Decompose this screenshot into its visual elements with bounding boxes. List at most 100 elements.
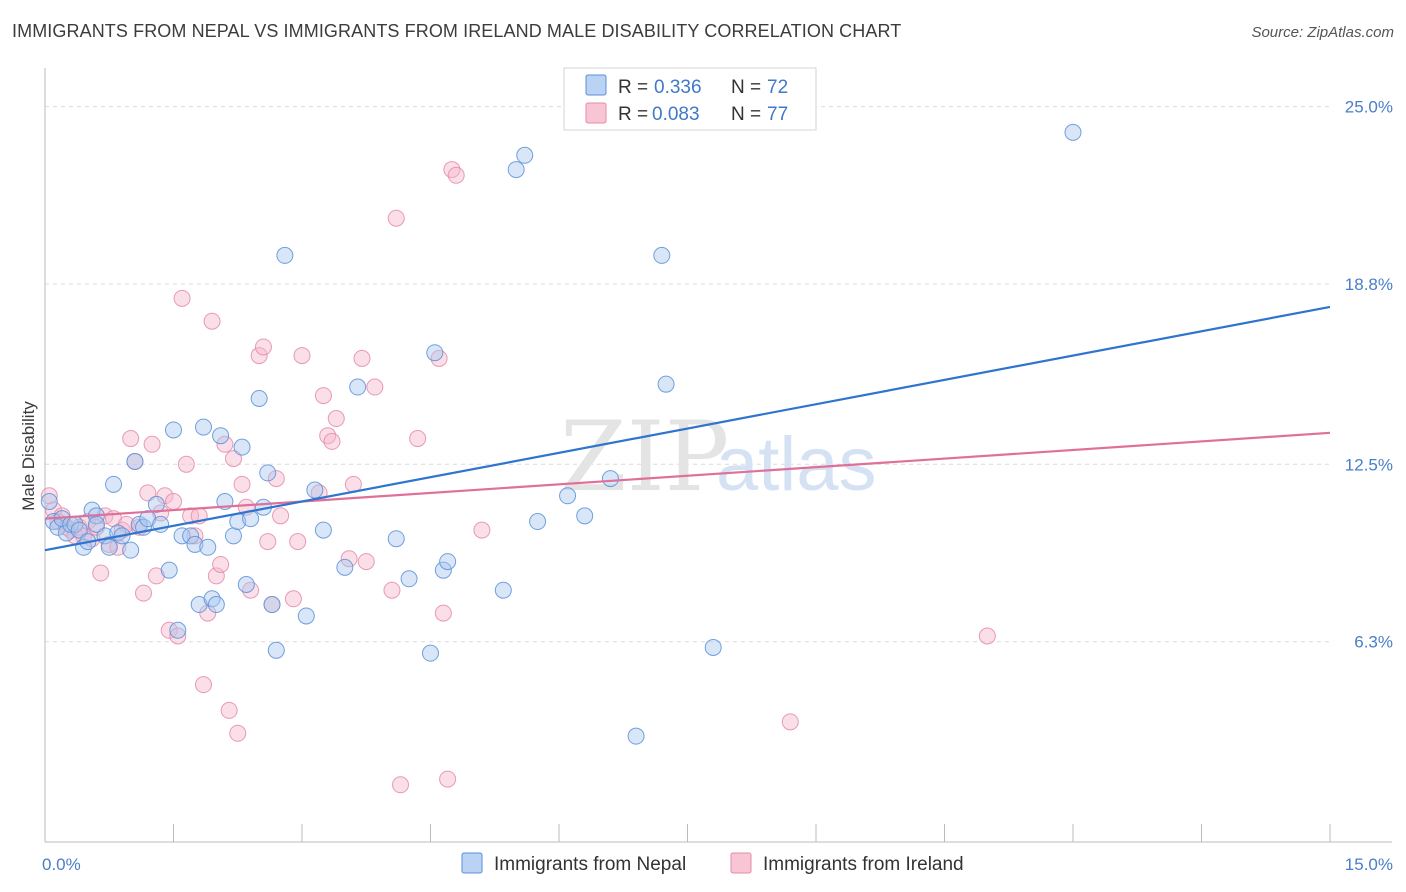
ireland-point-44 xyxy=(229,724,247,742)
nepal-point-0 xyxy=(40,493,58,511)
nepal-point-57 xyxy=(434,561,452,579)
ireland-point-66 xyxy=(366,378,384,396)
nepal-point-53 xyxy=(387,530,405,548)
nepal-point-59 xyxy=(494,581,512,599)
ireland-point-54 xyxy=(284,590,302,608)
nepal-point-27 xyxy=(173,527,191,545)
ireland-trend-line xyxy=(44,431,1331,520)
nepal-point-48 xyxy=(297,607,315,625)
trend-lines xyxy=(44,305,1331,552)
nepal-point-32 xyxy=(199,538,217,556)
ireland-point-30 xyxy=(169,627,187,645)
nepal-point-44 xyxy=(259,464,277,482)
ireland-point-16 xyxy=(109,538,127,556)
nepal-point-26 xyxy=(169,621,187,639)
nepal-point-63 xyxy=(559,487,577,505)
nepal-point-42 xyxy=(250,389,268,407)
nepal-point-28 xyxy=(182,527,200,545)
nepal-point-4 xyxy=(57,524,75,542)
ireland-point-40 xyxy=(212,555,230,573)
nepal-point-68 xyxy=(657,375,675,393)
correlation-legend: R = 0.336 N = 72 R = 0.083 N = 77 xyxy=(563,67,817,131)
y-tick-label-1: 12.5% xyxy=(1345,455,1393,474)
nepal-point-65 xyxy=(601,470,619,488)
legend-swatch-ireland xyxy=(585,102,607,124)
watermark-zip: ZIP xyxy=(560,401,729,513)
ireland-point-43 xyxy=(224,450,242,468)
nepal-point-67 xyxy=(653,246,671,264)
bottom-legend-label-nepal: Immigrants from Nepal xyxy=(494,854,686,875)
nepal-point-70 xyxy=(1064,123,1082,141)
ireland-point-34 xyxy=(186,527,204,545)
legend-r-label-nepal: R = xyxy=(618,77,648,98)
nepal-point-62 xyxy=(529,513,547,531)
nepal-point-24 xyxy=(160,561,178,579)
ireland-point-48 xyxy=(250,347,268,365)
nepal-point-40 xyxy=(237,575,255,593)
ireland-point-53 xyxy=(272,507,290,525)
nepal-point-49 xyxy=(306,481,324,499)
nepal-point-61 xyxy=(516,146,534,164)
ireland-point-12 xyxy=(92,564,110,582)
ireland-point-24 xyxy=(143,435,161,453)
ireland-point-36 xyxy=(194,676,212,694)
ireland-point-55 xyxy=(289,533,307,551)
nepal-point-29 xyxy=(186,535,204,553)
ireland-point-41 xyxy=(216,435,234,453)
ireland-point-73 xyxy=(439,770,457,788)
nepal-point-54 xyxy=(400,570,418,588)
bottom-legend-label-ireland: Immigrants from Ireland xyxy=(763,854,964,875)
ireland-point-68 xyxy=(387,209,405,227)
nepal-point-69 xyxy=(704,638,722,656)
nepal-point-66 xyxy=(627,727,645,745)
nepal-point-45 xyxy=(263,596,281,614)
ireland-point-70 xyxy=(409,430,427,448)
ireland-point-31 xyxy=(173,289,191,307)
ireland-point-39 xyxy=(207,567,225,585)
nepal-point-18 xyxy=(126,452,144,470)
nepal-point-56 xyxy=(426,344,444,362)
legend-r-value-nepal: 0.336 xyxy=(654,77,702,98)
ireland-point-23 xyxy=(139,484,157,502)
legend-n-value-ireland: 77 xyxy=(767,104,788,125)
x-tick-label-1: 15.0% xyxy=(1345,855,1393,874)
nepal-point-52 xyxy=(349,378,367,396)
nepal-point-39 xyxy=(233,438,251,456)
ireland-point-22 xyxy=(135,584,153,602)
ireland-point-32 xyxy=(177,455,195,473)
y-tick-label-3: 25.0% xyxy=(1345,98,1393,117)
ireland-point-77 xyxy=(781,713,799,731)
ireland-point-42 xyxy=(220,701,238,719)
ireland-point-64 xyxy=(353,349,371,367)
ireland-point-33 xyxy=(182,507,200,525)
nepal-point-50 xyxy=(314,521,332,539)
nepal-point-55 xyxy=(422,644,439,662)
x-tick-labels: 0.0% 15.0% xyxy=(42,855,1393,874)
nepal-points xyxy=(40,123,1082,745)
ireland-point-62 xyxy=(340,550,358,568)
nepal-point-46 xyxy=(267,641,285,659)
x-tick-label-0: 0.0% xyxy=(42,855,81,874)
legend-r-value-ireland: 0.083 xyxy=(652,104,700,125)
grid xyxy=(45,106,1330,643)
ireland-point-78 xyxy=(978,627,996,645)
nepal-point-2 xyxy=(49,518,67,536)
y-tick-labels: 6.3% 12.5% 18.8% 25.0% xyxy=(1345,98,1393,652)
nepal-point-31 xyxy=(194,418,212,436)
nepal-point-21 xyxy=(139,510,157,528)
ireland-point-56 xyxy=(293,347,311,365)
ireland-point-52 xyxy=(267,470,285,488)
legend-n-label-nepal: N = xyxy=(731,77,761,98)
nepal-point-47 xyxy=(276,246,294,264)
y-tick-label-2: 18.8% xyxy=(1345,275,1393,294)
ireland-point-28 xyxy=(160,621,178,639)
nepal-point-35 xyxy=(212,427,230,445)
nepal-point-22 xyxy=(147,495,165,513)
ireland-point-49 xyxy=(254,338,272,356)
nepal-point-17 xyxy=(122,541,140,559)
ireland-point-38 xyxy=(203,312,221,330)
ireland-point-29 xyxy=(165,493,182,511)
bottom-legend-swatch-ireland xyxy=(730,852,752,874)
ireland-point-61 xyxy=(327,410,345,428)
